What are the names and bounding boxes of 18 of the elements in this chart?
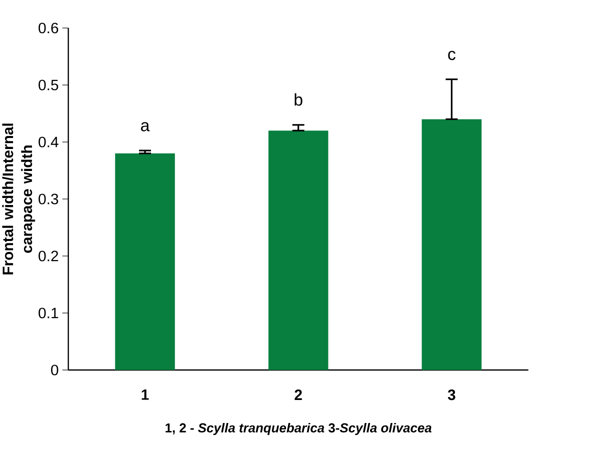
bar <box>422 119 482 370</box>
x-tick-label: 1 <box>142 390 149 400</box>
y-tick-label: 0.2 <box>38 250 58 262</box>
x-tick-label: 2 <box>294 390 302 400</box>
y-tick-label: 0.6 <box>38 22 58 34</box>
bar <box>115 153 175 370</box>
y-tick-label: 0.3 <box>38 194 58 204</box>
y-tick-label: 0.4 <box>38 136 58 148</box>
bar <box>268 130 328 370</box>
y-tick-label: 0.5 <box>38 80 58 90</box>
y-axis-title: Frontal width/Internal carapace width <box>2 124 36 274</box>
y-tick-label: 0.1 <box>38 308 58 318</box>
x-tick-label: 3 <box>448 390 456 400</box>
y-tick-label: 0 <box>51 364 58 376</box>
annotation: c <box>448 50 456 60</box>
x-axis-title: 1, 2 - Scylla tranquebarica 3-Scylla olivacea <box>166 422 432 436</box>
annotation: a <box>141 122 150 132</box>
annotation: b <box>294 93 302 106</box>
